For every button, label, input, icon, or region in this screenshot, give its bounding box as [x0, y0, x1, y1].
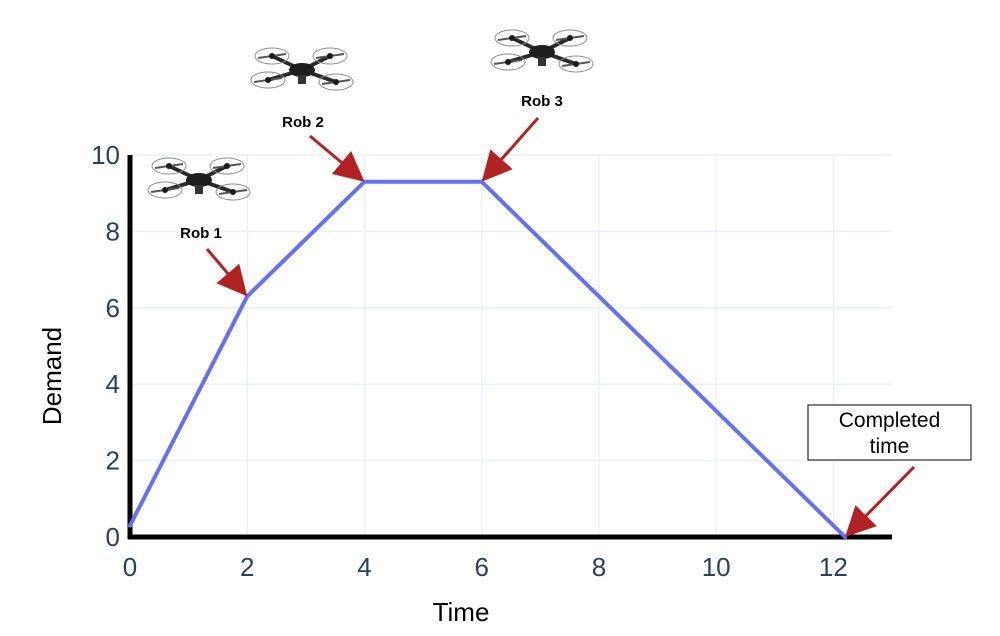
drone-body	[186, 173, 212, 187]
drone-motor	[505, 59, 511, 65]
x-tick-label: 10	[702, 552, 731, 582]
annotation-box-text: time	[870, 435, 910, 458]
annotation-box	[807, 404, 972, 461]
x-tick-label: 12	[819, 552, 848, 582]
y-axis-title: Demand	[37, 327, 67, 425]
drone-camera	[195, 185, 203, 194]
annotations: Rob 1 Rob 2 Rob 3 Completed time	[147, 29, 972, 537]
x-tick-label: 6	[474, 552, 488, 582]
drone-rotor-guard	[209, 157, 245, 175]
axes: 0 2 4 6 8 10 12 0 2 4 6 8 10 Time Demand	[37, 140, 892, 627]
series-line	[128, 179, 848, 539]
drone-motor	[162, 187, 168, 193]
drone-motor	[509, 35, 515, 41]
drone-rotor-guard	[250, 71, 286, 89]
y-tick-label: 8	[106, 216, 120, 246]
y-tick-label: 0	[106, 522, 120, 552]
drone-motor	[269, 53, 275, 59]
drone-motor	[567, 35, 573, 41]
annotation-arrow	[309, 134, 365, 182]
x-tick-label: 2	[240, 552, 254, 582]
drone-rotor-guard	[151, 157, 187, 175]
drone-motor	[166, 163, 172, 169]
annotation-label: Rob 1	[180, 225, 222, 242]
y-tick-label: 2	[106, 446, 120, 476]
annotation-arrow	[481, 117, 540, 182]
annotation-arrow	[205, 248, 248, 297]
drone-rotor-guard	[312, 47, 348, 65]
y-tick-label: 4	[106, 369, 120, 399]
data-point	[479, 179, 484, 184]
drone-rotor-guard	[147, 181, 183, 199]
drone-motor	[573, 61, 579, 67]
series	[128, 179, 848, 539]
data-point	[128, 523, 132, 528]
annotation-label: Rob 2	[282, 114, 324, 131]
drone-motor	[230, 189, 236, 195]
y-tick-label: 6	[106, 293, 120, 323]
drone-rotor-guard	[254, 47, 290, 65]
drone-rotor-guard	[494, 29, 530, 47]
drone-icon	[147, 157, 251, 201]
drone-icon	[250, 47, 354, 91]
data-point	[843, 535, 848, 539]
y-tick-label: 10	[91, 140, 120, 170]
annotation-label: Rob 3	[521, 93, 563, 110]
data-point	[362, 179, 367, 184]
x-axis-title: Time	[433, 597, 490, 627]
drone-rotor-guard	[552, 29, 588, 47]
x-tick-label: 4	[357, 552, 371, 582]
drone-body	[289, 63, 315, 77]
annotation-box-text: Completed	[839, 409, 941, 432]
data-point	[245, 294, 250, 299]
drone-camera	[298, 75, 306, 84]
drone-rotor-guard	[558, 55, 594, 73]
drone-icon	[490, 29, 594, 73]
drone-motor	[333, 79, 339, 85]
x-tick-label: 8	[592, 552, 606, 582]
drone-motor	[265, 77, 271, 83]
drone-rotor-guard	[490, 53, 526, 71]
drone-motor	[224, 163, 230, 169]
drone-motor	[327, 53, 333, 59]
annotation-arrow	[845, 465, 916, 537]
x-tick-label: 0	[123, 552, 137, 582]
grid	[130, 154, 892, 537]
drone-camera	[538, 57, 546, 66]
drone-body	[529, 45, 555, 59]
drone-rotor-guard	[215, 183, 251, 201]
drone-rotor-guard	[318, 73, 354, 91]
